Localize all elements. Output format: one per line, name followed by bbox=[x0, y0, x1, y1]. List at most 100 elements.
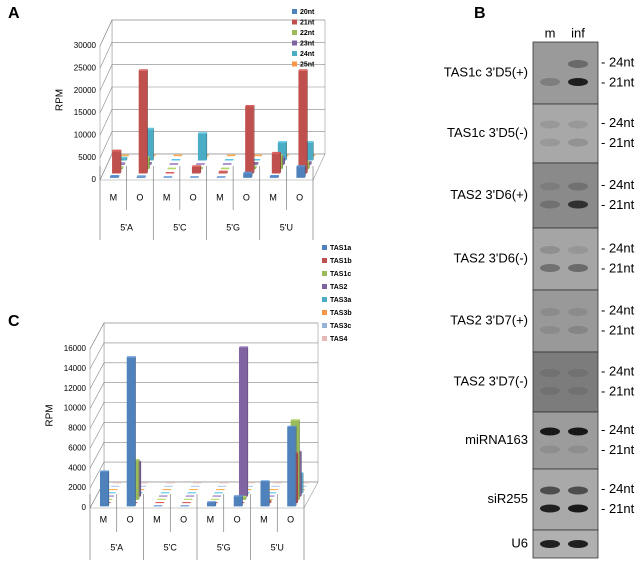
bar bbox=[260, 480, 270, 507]
legend-label: TAS1a bbox=[330, 245, 351, 252]
bar bbox=[272, 482, 282, 484]
bar-top bbox=[267, 492, 277, 494]
bar-side bbox=[253, 105, 255, 174]
legend-swatch bbox=[322, 245, 327, 250]
bar-top bbox=[183, 498, 193, 500]
bar bbox=[222, 163, 232, 165]
blot-band bbox=[540, 200, 560, 209]
bar bbox=[218, 170, 228, 174]
bar-top bbox=[271, 151, 281, 154]
bar-top bbox=[136, 175, 146, 177]
bar-top bbox=[165, 172, 175, 174]
bar bbox=[112, 482, 122, 484]
bar-front bbox=[197, 133, 207, 161]
y-tick-label: 4000 bbox=[68, 463, 86, 472]
bar-top bbox=[162, 489, 172, 491]
bar bbox=[126, 356, 136, 507]
blot-band bbox=[568, 120, 588, 129]
bar-top bbox=[182, 502, 192, 504]
bar bbox=[298, 69, 308, 174]
legend-label: TAS1c bbox=[330, 271, 351, 278]
bar-top bbox=[155, 502, 165, 504]
lane-label: m bbox=[545, 25, 556, 40]
blot-band bbox=[540, 540, 560, 548]
bar-side bbox=[147, 69, 148, 174]
blot-panel bbox=[532, 351, 599, 413]
bar bbox=[214, 492, 224, 494]
bar bbox=[267, 492, 277, 494]
size-marker: - 21nt bbox=[601, 260, 635, 275]
blot-band bbox=[568, 427, 588, 436]
bar bbox=[171, 159, 181, 161]
bar-side bbox=[138, 459, 140, 500]
bar bbox=[108, 489, 118, 491]
blot-row-label: TAS2 3'D6(+) bbox=[450, 187, 528, 202]
bar-top bbox=[180, 505, 190, 507]
legend-label: TAS2 bbox=[330, 284, 347, 291]
blot-band bbox=[540, 445, 560, 454]
bar bbox=[296, 165, 306, 178]
bar-side bbox=[122, 166, 124, 170]
bar-side bbox=[301, 450, 302, 497]
grid-line bbox=[89, 322, 318, 350]
bar-front bbox=[245, 106, 254, 174]
bar-side bbox=[282, 154, 283, 170]
bar-side bbox=[302, 472, 304, 494]
legend-swatch bbox=[292, 61, 297, 67]
legend-swatch bbox=[322, 271, 327, 276]
bar-side bbox=[108, 470, 110, 507]
y-tick-label: 0 bbox=[92, 175, 97, 184]
bar-top bbox=[173, 154, 183, 157]
bar-top bbox=[165, 482, 175, 484]
bar-side bbox=[124, 162, 126, 165]
bar bbox=[153, 505, 163, 507]
bar bbox=[160, 492, 170, 494]
bar bbox=[180, 505, 190, 507]
bar bbox=[158, 495, 168, 497]
bar-front bbox=[126, 357, 136, 507]
bar bbox=[287, 425, 297, 507]
bar-front bbox=[238, 347, 248, 497]
blot-band bbox=[540, 427, 560, 436]
bar-front bbox=[144, 129, 154, 161]
blot-band bbox=[540, 369, 560, 377]
blot-band bbox=[568, 60, 588, 68]
floor bbox=[89, 481, 319, 509]
legend-swatch bbox=[322, 336, 327, 341]
bar-side bbox=[269, 480, 270, 507]
bar-side bbox=[297, 452, 299, 504]
bar-front bbox=[269, 176, 279, 178]
bar-side bbox=[299, 419, 300, 500]
bar bbox=[238, 346, 249, 497]
x-tick-label: O bbox=[180, 514, 187, 524]
bar bbox=[173, 154, 183, 157]
blot-band bbox=[568, 504, 588, 513]
bar-top bbox=[171, 159, 181, 161]
y-tick-label: 30000 bbox=[74, 41, 97, 50]
x-tick-label: O bbox=[243, 192, 250, 202]
bar-top bbox=[120, 154, 130, 157]
bar-front bbox=[112, 151, 121, 174]
bar-side bbox=[251, 171, 253, 178]
bar bbox=[189, 489, 199, 491]
bar-top bbox=[197, 132, 208, 134]
bar-side bbox=[306, 69, 308, 174]
size-marker: - 24nt bbox=[601, 481, 635, 496]
blot-row-label: TAS2 3'D7(+) bbox=[450, 312, 528, 327]
blot-panel bbox=[532, 162, 599, 229]
bar bbox=[195, 163, 206, 165]
bar-top bbox=[239, 346, 249, 348]
bar bbox=[164, 485, 174, 487]
y-tick-label: 20000 bbox=[74, 86, 97, 95]
bar-top bbox=[100, 470, 110, 472]
bar-top bbox=[112, 149, 122, 152]
bar bbox=[182, 502, 192, 504]
group-label: 5'A bbox=[120, 222, 133, 232]
bar-top bbox=[112, 482, 122, 484]
legend-swatch bbox=[322, 323, 327, 328]
legend-swatch bbox=[322, 310, 327, 315]
bar-side bbox=[206, 132, 208, 161]
blot-panel bbox=[532, 103, 599, 164]
bar bbox=[191, 165, 202, 174]
blot-row-label: TAS1c 3'D5(+) bbox=[444, 64, 528, 79]
